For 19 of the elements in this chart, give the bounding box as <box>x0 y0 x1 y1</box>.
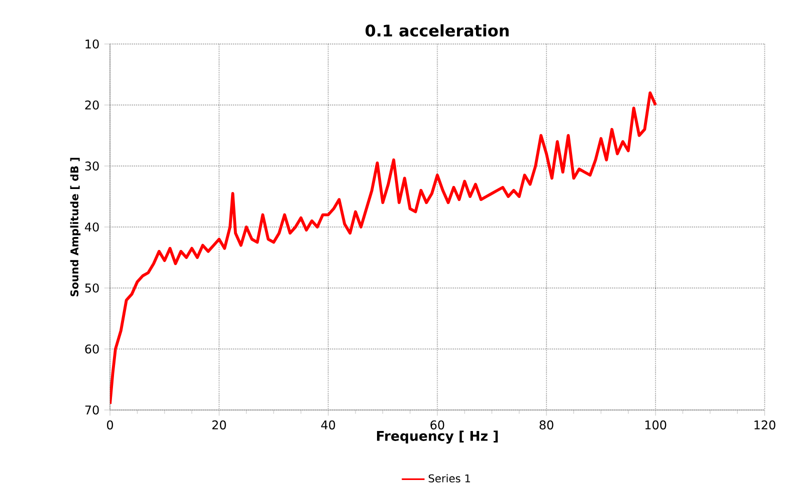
x-tick-label: 60 <box>430 420 444 430</box>
y-tick-label: 10 <box>86 39 99 49</box>
x-tick-label: 40 <box>321 420 336 430</box>
y-tick-label: 20 <box>85 100 99 110</box>
x-tick-label: 100 <box>645 420 666 430</box>
y-tick-label: 50 <box>85 283 99 293</box>
legend-label: Series 1 <box>428 474 470 482</box>
x-tick-label: 120 <box>754 420 776 430</box>
chart-title: 0.1 acceleration <box>366 24 509 37</box>
y-tick-label: 30 <box>85 161 99 171</box>
y-tick-label: 60 <box>85 344 99 354</box>
y-tick-label: 70 <box>85 405 99 415</box>
x-axis-title: Frequency [ Hz ] <box>377 430 498 444</box>
x-tick-label: 0 <box>106 420 114 430</box>
y-tick-label: 40 <box>84 222 99 232</box>
line-series <box>110 91 658 406</box>
y-axis-title: Sound Amplitude [ dB ] <box>70 158 81 296</box>
x-tick-label: 20 <box>212 420 226 430</box>
x-tick-label: 80 <box>540 420 554 430</box>
